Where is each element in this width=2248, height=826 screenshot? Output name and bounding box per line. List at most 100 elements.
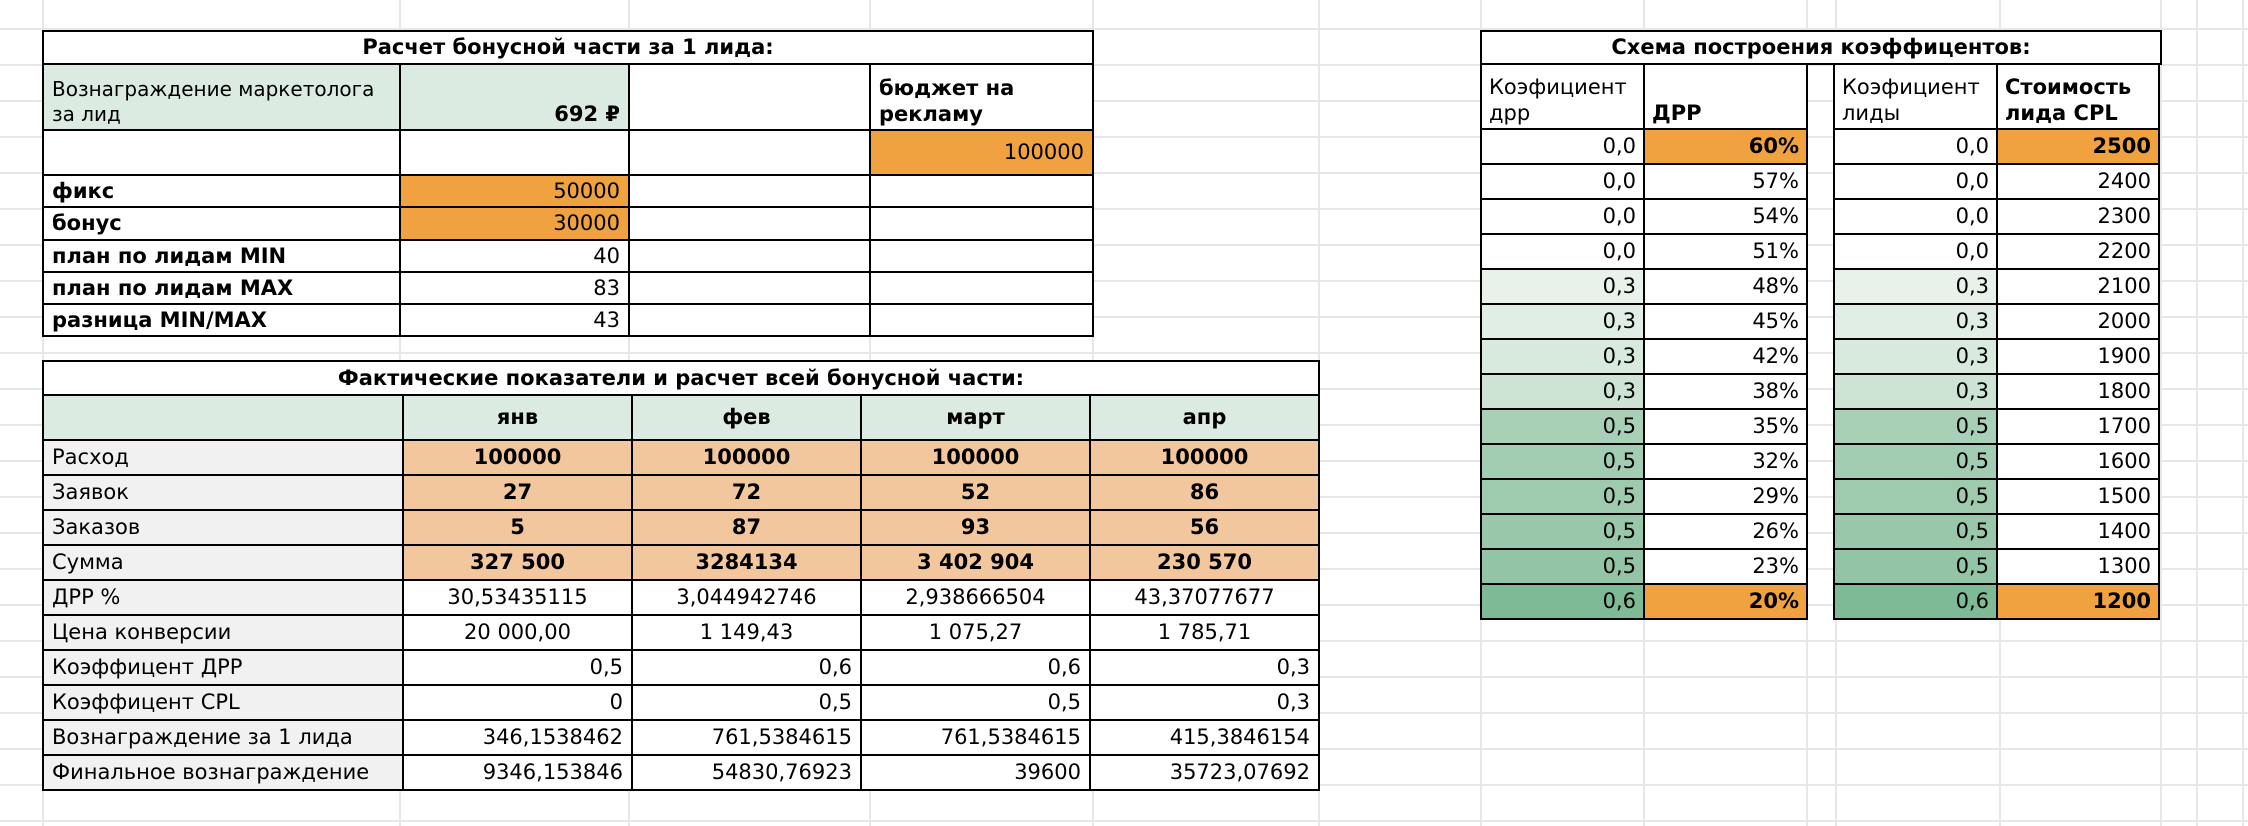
calc-row-value[interactable]: 43 (399, 302, 630, 338)
coefficient-cell[interactable]: 0,5 (1480, 513, 1645, 550)
fact-cell[interactable]: 1 075,27 (860, 614, 1091, 651)
coefficient-cell[interactable]: 0,5 (1480, 443, 1645, 480)
fact-cell[interactable]: 415,3846154 (1089, 719, 1320, 756)
fact-row-label[interactable]: Вознаграждение за 1 лида (42, 719, 404, 756)
cpl-value-cell[interactable]: 1900 (1996, 338, 2160, 375)
coefficient-cell[interactable]: 0,3 (1480, 338, 1645, 375)
fact-cell[interactable]: 56 (1089, 509, 1320, 546)
calc-row-label[interactable]: бонус (42, 206, 401, 241)
fact-cell[interactable]: 9346,153846 (402, 754, 633, 791)
reward-value-cell[interactable]: 692 ₽ (399, 63, 630, 131)
coefficient-cell[interactable]: 0,0 (1480, 163, 1645, 200)
drr-header-cell[interactable]: ДРР (1643, 63, 1808, 130)
fact-cell[interactable]: 100000 (860, 439, 1091, 476)
drr-coef-header-cell[interactable]: Коэфициент дрр (1480, 63, 1645, 130)
fact-row-label[interactable]: Расход (42, 439, 404, 476)
coefficient-cell[interactable]: 0,0 (1833, 198, 1998, 235)
fact-cell[interactable]: 1 785,71 (1089, 614, 1320, 651)
drr-value-cell[interactable]: 54% (1643, 198, 1808, 235)
cpl-value-cell[interactable]: 2000 (1996, 303, 2160, 340)
fact-row-label[interactable]: ДРР % (42, 579, 404, 616)
calc-row-label[interactable]: план по лидам MIN (42, 238, 401, 273)
drr-value-cell[interactable]: 35% (1643, 408, 1808, 445)
fact-cell[interactable]: 0,3 (1089, 684, 1320, 721)
calc-row-label[interactable]: разница MIN/MAX (42, 302, 401, 338)
fact-cell[interactable]: 761,5384615 (860, 719, 1091, 756)
empty-cell[interactable] (869, 270, 1094, 306)
coefficient-cell[interactable]: 0,0 (1833, 128, 1998, 165)
cpl-value-cell[interactable]: 2100 (1996, 268, 2160, 305)
drr-value-cell[interactable]: 48% (1643, 268, 1808, 305)
fact-row-label[interactable]: Заказов (42, 509, 404, 546)
coefficient-cell[interactable]: 0,0 (1833, 233, 1998, 270)
empty-cell[interactable] (628, 129, 871, 176)
fact-row-label[interactable]: Цена конверсии (42, 614, 404, 651)
cpl-value-cell[interactable]: 1700 (1996, 408, 2160, 445)
empty-cell[interactable] (869, 173, 1094, 209)
empty-cell[interactable] (869, 302, 1094, 338)
coefficient-cell[interactable]: 0,0 (1480, 233, 1645, 270)
empty-cell[interactable] (399, 129, 630, 176)
coefficient-cell[interactable]: 0,3 (1833, 338, 1998, 375)
drr-value-cell[interactable]: 29% (1643, 478, 1808, 515)
empty-cell[interactable] (628, 63, 871, 131)
cpl-value-cell[interactable]: 2400 (1996, 163, 2160, 200)
fact-table-title-cell[interactable]: Фактические показатели и расчет всей бон… (42, 360, 1320, 396)
cpl-value-cell[interactable]: 2300 (1996, 198, 2160, 235)
fact-cell[interactable]: 0,5 (860, 684, 1091, 721)
coefficient-cell[interactable]: 0,5 (1833, 408, 1998, 445)
coefficient-cell[interactable]: 0,3 (1833, 268, 1998, 305)
budget-label-cell[interactable]: бюджет на рекламу (869, 63, 1094, 131)
fact-cell[interactable]: 0,6 (860, 649, 1091, 686)
fact-cell[interactable]: 30,53435115 (402, 579, 633, 616)
empty-cell[interactable] (42, 394, 404, 441)
fact-cell[interactable]: 3284134 (631, 544, 862, 581)
fact-cell[interactable]: 39600 (860, 754, 1091, 791)
drr-value-cell[interactable]: 26% (1643, 513, 1808, 550)
fact-cell[interactable]: 100000 (1089, 439, 1320, 476)
coefficient-cell[interactable]: 0,3 (1480, 268, 1645, 305)
fact-cell[interactable]: 0,3 (1089, 649, 1320, 686)
fact-cell[interactable]: 20 000,00 (402, 614, 633, 651)
calc-row-label[interactable]: фикс (42, 173, 401, 209)
cpl-value-cell[interactable]: 2500 (1996, 128, 2160, 165)
coefficient-cell[interactable]: 0,0 (1833, 163, 1998, 200)
fact-cell[interactable]: 2,938666504 (860, 579, 1091, 616)
fact-cell[interactable]: 86 (1089, 474, 1320, 511)
fact-row-label[interactable]: Сумма (42, 544, 404, 581)
empty-cell[interactable] (628, 173, 871, 209)
fact-cell[interactable]: 0,5 (402, 649, 633, 686)
cpl-value-cell[interactable]: 1200 (1996, 583, 2160, 620)
bonus-calc-title-cell[interactable]: Расчет бонусной части за 1 лида: (42, 30, 1094, 65)
coefficient-cell[interactable]: 0,3 (1833, 303, 1998, 340)
empty-cell[interactable] (628, 302, 871, 338)
drr-value-cell[interactable]: 32% (1643, 443, 1808, 480)
fact-cell[interactable]: 0 (402, 684, 633, 721)
coefficient-cell[interactable]: 0,5 (1833, 478, 1998, 515)
fact-cell[interactable]: 72 (631, 474, 862, 511)
month-header-cell[interactable]: фев (631, 394, 862, 441)
empty-cell[interactable] (628, 206, 871, 241)
fact-row-label[interactable]: Коэффицент ДРР (42, 649, 404, 686)
fact-cell[interactable]: 1 149,43 (631, 614, 862, 651)
fact-cell[interactable]: 52 (860, 474, 1091, 511)
leads-coef-header-cell[interactable]: Коэфициент лиды (1833, 63, 1998, 130)
calc-row-value[interactable]: 83 (399, 270, 630, 306)
drr-value-cell[interactable]: 20% (1643, 583, 1808, 620)
month-header-cell[interactable]: март (860, 394, 1091, 441)
fact-cell[interactable]: 54830,76923 (631, 754, 862, 791)
drr-value-cell[interactable]: 23% (1643, 548, 1808, 585)
fact-row-label[interactable]: Коэффицент CPL (42, 684, 404, 721)
budget-value-cell[interactable]: 100000 (869, 129, 1094, 176)
coefficient-cell[interactable]: 0,6 (1480, 583, 1645, 620)
calc-row-value[interactable]: 40 (399, 238, 630, 273)
fact-cell[interactable]: 5 (402, 509, 633, 546)
coefficient-cell[interactable]: 0,5 (1833, 443, 1998, 480)
fact-cell[interactable]: 43,37077677 (1089, 579, 1320, 616)
empty-cell[interactable] (628, 270, 871, 306)
drr-value-cell[interactable]: 42% (1643, 338, 1808, 375)
fact-row-label[interactable]: Заявок (42, 474, 404, 511)
month-header-cell[interactable]: янв (402, 394, 633, 441)
cpl-value-cell[interactable]: 1500 (1996, 478, 2160, 515)
coefficient-cell[interactable]: 0,5 (1480, 408, 1645, 445)
